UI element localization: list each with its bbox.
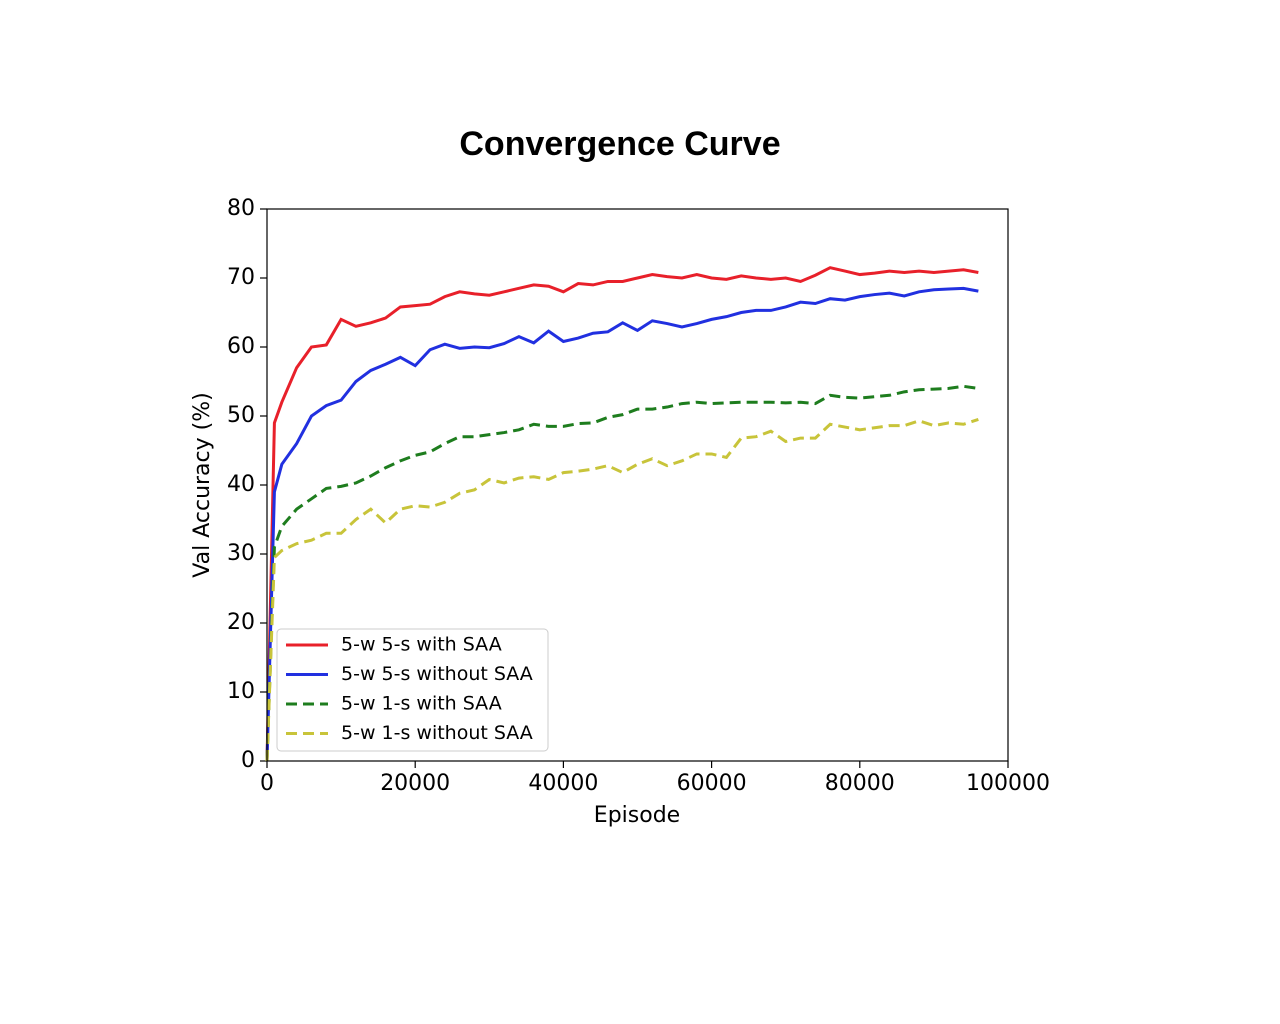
data-line — [265, 418, 979, 762]
x-tick-label: 20000 — [380, 771, 450, 796]
plot-frame — [266, 208, 1009, 762]
x-tick-label: 40000 — [528, 771, 598, 796]
legend-label: 5-w 1-s with SAA — [341, 693, 502, 715]
data-line — [265, 384, 979, 762]
y-tick-label: 0 — [241, 748, 255, 773]
y-tick-label: 80 — [227, 196, 255, 221]
legend-box — [276, 628, 549, 752]
x-tick-label: 80000 — [825, 771, 895, 796]
x-tick-label: 60000 — [677, 771, 747, 796]
legend-label: 5-w 1-s without SAA — [341, 722, 533, 744]
data-line — [265, 266, 979, 762]
y-tick-label: 70 — [227, 265, 255, 290]
y-tick-label: 20 — [227, 610, 255, 635]
y-tick-label: 60 — [227, 334, 255, 359]
y-tick-label: 30 — [227, 541, 255, 566]
data-line — [265, 286, 979, 762]
x-axis-label: Episode — [594, 803, 680, 828]
legend-label: 5-w 5-s with SAA — [341, 634, 502, 656]
y-axis-label: Val Accuracy (%) — [190, 392, 215, 577]
y-tick-label: 10 — [227, 679, 255, 704]
chart-title: Convergence Curve — [459, 125, 780, 163]
legend-label: 5-w 5-s without SAA — [341, 663, 533, 685]
x-tick-label: 0 — [260, 771, 274, 796]
legend: 5-w 5-s with SAA 5-w 5-s without SAA 5-w 1… — [276, 628, 549, 752]
y-tick-label: 40 — [227, 472, 255, 497]
x-tick-label: 100000 — [966, 771, 1050, 796]
y-tick-label: 50 — [227, 403, 255, 428]
